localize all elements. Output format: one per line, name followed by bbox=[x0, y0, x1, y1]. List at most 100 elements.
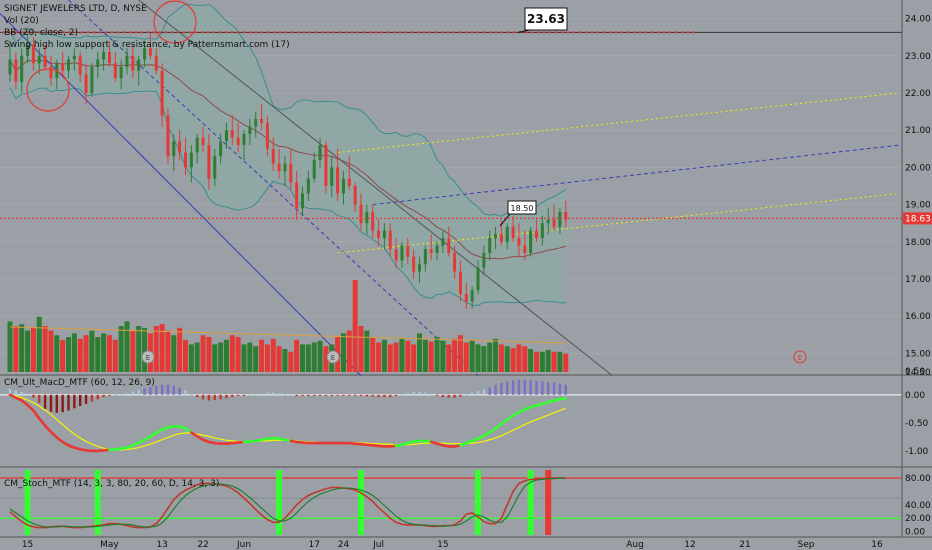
resistance-dot bbox=[506, 31, 510, 34]
macd-histogram-bar bbox=[125, 393, 129, 395]
macd-histogram-bar bbox=[184, 390, 187, 395]
volume-bar bbox=[13, 326, 19, 372]
macd-histogram-bar bbox=[149, 386, 152, 395]
resistance-dot bbox=[620, 31, 624, 34]
macd-line-segment bbox=[37, 417, 47, 428]
resistance-dot bbox=[638, 31, 642, 34]
candle-body bbox=[96, 59, 100, 67]
candle-body bbox=[365, 212, 369, 224]
x-tick-label: 15 bbox=[22, 540, 33, 550]
resistance-dot bbox=[98, 31, 102, 34]
volume-bar bbox=[358, 326, 364, 372]
volume-bar bbox=[130, 330, 136, 372]
macd-histogram-bar bbox=[213, 394, 216, 400]
macd-tick-label: -1.00 bbox=[905, 447, 929, 457]
resistance-dot bbox=[56, 31, 60, 34]
x-tick-label: 17 bbox=[308, 540, 319, 550]
resistance-dot bbox=[68, 31, 72, 34]
candle-body bbox=[67, 59, 70, 71]
resistance-dot bbox=[590, 31, 594, 34]
legend-line-3: BB (20, close, 2) bbox=[4, 28, 78, 38]
volume-bar bbox=[305, 344, 311, 372]
candle-body bbox=[447, 238, 451, 253]
macd-histogram-bar bbox=[219, 394, 222, 400]
resistance-dot bbox=[290, 31, 294, 34]
volume-bar bbox=[106, 335, 112, 372]
earnings-marker bbox=[141, 350, 155, 364]
resistance-dot bbox=[656, 31, 660, 34]
volume-bar bbox=[253, 346, 259, 372]
price-tick-label: 19.00 bbox=[905, 201, 931, 211]
resistance-dot bbox=[578, 31, 582, 34]
candle-body bbox=[540, 223, 544, 239]
volume-bar bbox=[136, 326, 142, 372]
candle-body bbox=[213, 156, 217, 179]
resistance-dot bbox=[374, 31, 378, 34]
resistance-dot bbox=[476, 31, 480, 34]
candle-body bbox=[219, 141, 223, 157]
candle-body bbox=[143, 48, 147, 60]
resistance-dot bbox=[194, 31, 198, 34]
volume-bar bbox=[434, 337, 440, 372]
resistance-dot bbox=[524, 31, 528, 34]
macd-histogram-bar bbox=[371, 394, 374, 397]
stoch-tick-label: 0.00 bbox=[905, 528, 925, 538]
resistance-dot bbox=[632, 31, 636, 34]
candle-body bbox=[8, 59, 12, 75]
macd-line-segment bbox=[49, 430, 59, 439]
candle-body bbox=[166, 115, 170, 157]
x-tick-label: Sep bbox=[798, 540, 815, 550]
macd-histogram-bar bbox=[190, 394, 193, 396]
resistance-dot bbox=[128, 31, 132, 34]
resistance-dot bbox=[326, 31, 330, 34]
candle-body bbox=[90, 66, 94, 93]
price-tick-label: 23.00 bbox=[905, 52, 931, 62]
macd-histogram-bar bbox=[441, 394, 445, 398]
macd-histogram-bar bbox=[61, 394, 64, 413]
candle-body bbox=[341, 178, 345, 194]
resistance-dot bbox=[332, 31, 336, 34]
macd-histogram-bar bbox=[558, 383, 562, 395]
resistance-dot bbox=[116, 31, 120, 34]
resistance-dot bbox=[176, 31, 180, 34]
bollinger-lower bbox=[9, 87, 566, 306]
x-tick-label: Jun bbox=[236, 540, 251, 550]
resistance-dot bbox=[392, 31, 396, 34]
volume-bar bbox=[229, 335, 235, 372]
candle-body bbox=[441, 238, 445, 246]
macd-histogram-bar bbox=[470, 392, 474, 395]
macd-histogram-bar bbox=[96, 394, 99, 400]
candle-body bbox=[102, 52, 106, 60]
candle-body bbox=[435, 245, 439, 253]
candle-body bbox=[505, 226, 509, 242]
volume-bar bbox=[522, 346, 528, 372]
legend: SIGNET JEWELERS LTD, D, NYSE Vol (20) BB… bbox=[4, 4, 290, 489]
macd-histogram-bar bbox=[353, 394, 357, 396]
resistance-dot bbox=[356, 31, 360, 34]
candle-body bbox=[260, 119, 264, 123]
earnings-marker bbox=[326, 350, 340, 364]
macd-histogram-bar bbox=[430, 393, 433, 395]
candle-body bbox=[458, 271, 462, 294]
resistance-dot bbox=[182, 31, 186, 34]
candle-body bbox=[394, 249, 398, 261]
volume-bar bbox=[498, 344, 504, 372]
candle-body bbox=[423, 249, 427, 265]
macd-histogram-bar bbox=[119, 393, 123, 395]
candle-body bbox=[20, 55, 24, 82]
macd-histogram-bar bbox=[318, 394, 322, 396]
candle-body bbox=[125, 55, 129, 67]
candle-body bbox=[511, 226, 515, 239]
volume-bar bbox=[557, 351, 563, 372]
candle-body bbox=[552, 219, 556, 227]
macd-histogram-bar bbox=[172, 385, 175, 395]
macd-histogram-bar bbox=[523, 379, 526, 395]
resistance-dot bbox=[308, 31, 312, 34]
volume-bar bbox=[66, 337, 71, 372]
stoch-overbought-bar bbox=[545, 470, 552, 535]
candle-body bbox=[277, 163, 281, 172]
channel-line bbox=[372, 144, 900, 206]
macd-line-segment bbox=[558, 396, 568, 401]
candle-body bbox=[470, 290, 474, 302]
